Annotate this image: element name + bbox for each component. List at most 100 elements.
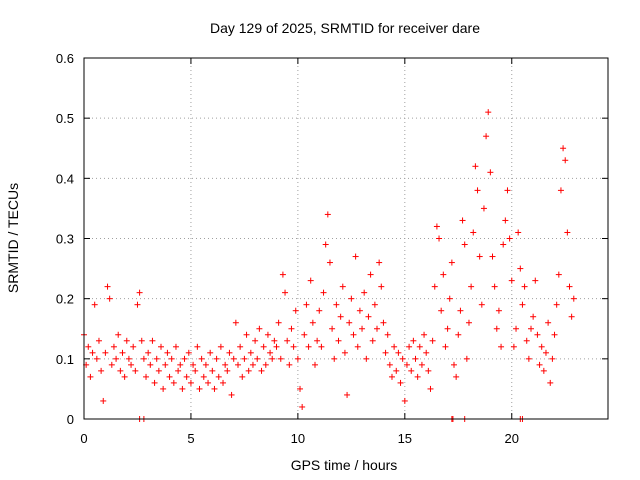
data-point bbox=[485, 109, 492, 116]
data-point bbox=[513, 325, 520, 332]
data-point bbox=[305, 343, 312, 350]
data-point bbox=[397, 379, 404, 386]
data-point bbox=[85, 343, 92, 350]
data-point bbox=[275, 319, 282, 326]
data-point bbox=[106, 295, 113, 302]
y-tick-label: 0.4 bbox=[56, 171, 74, 186]
data-point bbox=[470, 229, 477, 236]
data-point bbox=[540, 367, 547, 374]
data-point bbox=[369, 337, 376, 344]
data-point bbox=[408, 367, 415, 374]
data-point bbox=[333, 301, 340, 308]
data-point bbox=[179, 385, 186, 392]
data-point bbox=[346, 319, 353, 326]
data-point bbox=[472, 163, 479, 170]
data-point bbox=[145, 349, 152, 356]
data-point bbox=[320, 289, 327, 296]
data-point bbox=[429, 337, 436, 344]
data-point bbox=[534, 331, 541, 338]
data-point bbox=[406, 343, 413, 350]
data-point bbox=[423, 349, 430, 356]
data-point bbox=[147, 361, 154, 368]
data-point bbox=[523, 337, 530, 344]
data-point bbox=[367, 271, 374, 278]
data-point bbox=[451, 361, 458, 368]
data-point bbox=[468, 283, 475, 290]
data-point bbox=[93, 355, 100, 362]
data-point bbox=[536, 361, 543, 368]
data-point bbox=[504, 187, 511, 194]
data-point bbox=[220, 379, 227, 386]
data-point bbox=[234, 361, 241, 368]
data-point bbox=[359, 325, 366, 332]
data-point bbox=[172, 343, 179, 350]
data-point bbox=[177, 361, 184, 368]
y-tick-label: 0.3 bbox=[56, 232, 74, 247]
data-point bbox=[508, 277, 515, 284]
data-point bbox=[316, 307, 323, 314]
data-point bbox=[465, 319, 472, 326]
data-point bbox=[374, 325, 381, 332]
data-point bbox=[403, 361, 410, 368]
data-point bbox=[123, 337, 130, 344]
data-point bbox=[185, 349, 192, 356]
data-point bbox=[384, 331, 391, 338]
data-point bbox=[436, 235, 443, 242]
data-point bbox=[478, 301, 485, 308]
data-point bbox=[301, 331, 308, 338]
data-point bbox=[262, 361, 269, 368]
data-point bbox=[440, 271, 447, 278]
data-point bbox=[192, 367, 199, 374]
data-point bbox=[337, 313, 344, 320]
data-point bbox=[288, 325, 295, 332]
data-point bbox=[562, 157, 569, 164]
data-point bbox=[382, 349, 389, 356]
data-point bbox=[87, 373, 94, 380]
data-point bbox=[181, 355, 188, 362]
data-point bbox=[170, 379, 177, 386]
data-point bbox=[303, 301, 310, 308]
data-point bbox=[326, 259, 333, 266]
data-point bbox=[138, 337, 145, 344]
data-point bbox=[386, 361, 393, 368]
data-point bbox=[388, 373, 395, 380]
x-tick-label: 20 bbox=[505, 431, 519, 446]
data-point bbox=[196, 385, 203, 392]
data-point bbox=[361, 289, 368, 296]
data-point bbox=[352, 253, 359, 260]
data-point bbox=[110, 343, 117, 350]
data-point bbox=[311, 361, 318, 368]
data-point bbox=[339, 283, 346, 290]
data-point bbox=[228, 391, 235, 398]
data-point bbox=[453, 373, 460, 380]
data-point bbox=[356, 307, 363, 314]
data-point bbox=[113, 355, 120, 362]
data-point bbox=[226, 349, 233, 356]
data-point bbox=[393, 367, 400, 374]
data-point bbox=[498, 343, 505, 350]
data-point bbox=[269, 355, 276, 362]
data-point bbox=[115, 331, 122, 338]
data-point bbox=[249, 361, 256, 368]
data-point bbox=[198, 355, 205, 362]
data-point bbox=[102, 349, 109, 356]
data-point bbox=[290, 343, 297, 350]
data-point bbox=[237, 343, 244, 350]
data-point bbox=[264, 331, 271, 338]
data-point bbox=[187, 379, 194, 386]
data-point bbox=[284, 337, 291, 344]
data-point bbox=[164, 349, 171, 356]
data-point bbox=[399, 355, 406, 362]
data-point bbox=[354, 343, 361, 350]
data-point bbox=[247, 349, 254, 356]
data-point bbox=[521, 283, 528, 290]
data-point bbox=[542, 349, 549, 356]
data-points bbox=[81, 109, 577, 422]
data-point bbox=[297, 385, 304, 392]
data-point bbox=[318, 343, 325, 350]
data-point bbox=[395, 349, 402, 356]
data-point bbox=[168, 355, 175, 362]
data-point bbox=[104, 283, 111, 290]
data-point bbox=[254, 355, 261, 362]
data-point bbox=[517, 265, 524, 272]
